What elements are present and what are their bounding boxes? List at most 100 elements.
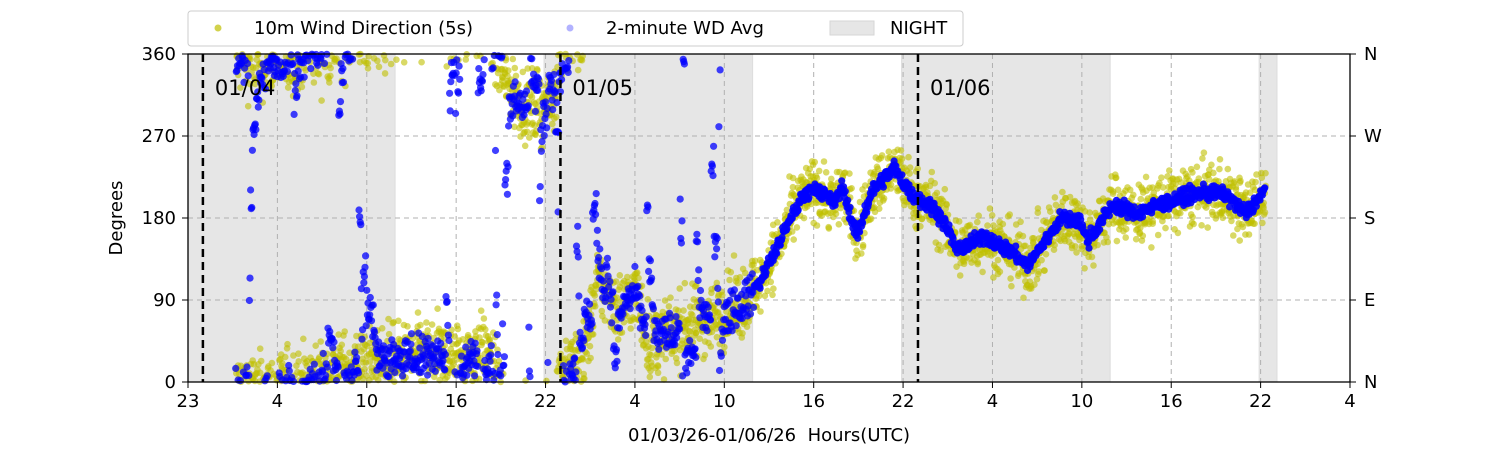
data-point-wind-direction	[591, 303, 599, 310]
data-point-wind-direction	[665, 303, 673, 310]
data-point-2min-avg	[694, 276, 702, 285]
data-point-wind-direction	[1122, 225, 1130, 233]
x-tick-label: 10	[1070, 391, 1093, 412]
data-point-2min-avg	[671, 341, 679, 349]
series-2min-avg	[232, 50, 1269, 386]
data-point-2min-avg	[859, 219, 867, 227]
data-point-2min-avg	[398, 372, 407, 380]
data-point-2min-avg	[320, 59, 329, 67]
data-point-2min-avg	[575, 292, 583, 300]
data-point-wind-direction	[680, 307, 687, 314]
data-point-wind-direction	[1126, 186, 1134, 194]
data-point-wind-direction	[885, 148, 893, 155]
data-point-wind-direction	[1035, 268, 1043, 275]
data-point-2min-avg	[525, 323, 533, 331]
data-point-2min-avg	[534, 86, 542, 94]
data-point-2min-avg	[714, 284, 722, 292]
data-point-wind-direction	[480, 315, 488, 322]
data-point-wind-direction	[1149, 184, 1156, 191]
data-point-wind-direction	[707, 343, 715, 350]
data-point-wind-direction	[1034, 205, 1042, 212]
data-point-wind-direction	[512, 72, 520, 80]
data-point-2min-avg	[536, 197, 544, 205]
data-point-wind-direction	[1150, 189, 1158, 197]
data-point-wind-direction	[364, 59, 372, 67]
data-point-wind-direction	[1051, 194, 1059, 201]
data-point-2min-avg	[856, 228, 864, 236]
data-point-wind-direction	[414, 309, 422, 316]
data-point-wind-direction	[614, 336, 622, 343]
data-point-wind-direction	[1066, 193, 1074, 201]
data-point-wind-direction	[1113, 237, 1121, 245]
data-point-2min-avg	[543, 104, 551, 112]
data-point-wind-direction	[660, 376, 668, 383]
data-point-wind-direction	[1189, 213, 1196, 221]
data-point-2min-avg	[615, 324, 624, 332]
data-point-wind-direction	[1231, 178, 1238, 185]
data-point-2min-avg	[339, 64, 347, 73]
data-point-2min-avg	[263, 372, 271, 380]
data-point-2min-avg	[475, 65, 483, 73]
data-point-wind-direction	[598, 307, 606, 315]
data-point-2min-avg	[879, 183, 888, 191]
data-point-2min-avg	[748, 270, 756, 278]
data-point-wind-direction	[774, 219, 781, 226]
data-point-wind-direction	[256, 345, 264, 353]
data-point-2min-avg	[655, 345, 663, 353]
data-point-2min-avg	[717, 352, 725, 360]
data-point-wind-direction	[574, 66, 582, 74]
data-point-wind-direction	[846, 170, 853, 177]
data-point-wind-direction	[1216, 165, 1223, 173]
data-point-2min-avg	[1105, 212, 1113, 220]
data-point-wind-direction	[673, 359, 681, 367]
data-point-2min-avg	[718, 336, 727, 344]
data-point-2min-avg	[846, 203, 854, 211]
data-point-2min-avg	[248, 203, 256, 212]
data-point-wind-direction	[1094, 241, 1101, 249]
data-point-wind-direction	[1090, 262, 1097, 269]
data-point-wind-direction	[878, 152, 886, 159]
data-point-2min-avg	[606, 303, 615, 311]
data-point-wind-direction	[1086, 216, 1094, 223]
data-point-wind-direction	[755, 292, 763, 300]
data-point-wind-direction	[751, 257, 759, 265]
data-point-2min-avg	[730, 286, 739, 294]
data-point-wind-direction	[1008, 282, 1015, 290]
data-point-wind-direction	[1158, 174, 1165, 181]
data-point-2min-avg	[452, 109, 460, 118]
data-point-wind-direction	[482, 326, 489, 333]
data-point-2min-avg	[243, 363, 251, 371]
data-point-wind-direction	[1059, 188, 1066, 196]
data-point-2min-avg	[666, 314, 674, 322]
data-point-wind-direction	[318, 97, 325, 104]
data-point-2min-avg	[285, 361, 293, 370]
data-point-2min-avg	[310, 360, 318, 368]
y-axis-label: Degrees	[106, 181, 127, 256]
data-point-wind-direction	[1156, 179, 1163, 187]
data-point-wind-direction	[1017, 218, 1024, 226]
data-point-2min-avg	[648, 274, 656, 282]
data-point-2min-avg	[445, 336, 453, 345]
y2-tick-label: N	[1364, 372, 1377, 393]
data-point-2min-avg	[619, 310, 627, 318]
data-point-wind-direction	[764, 287, 771, 295]
data-point-2min-avg	[361, 263, 369, 271]
data-point-2min-avg	[246, 274, 254, 282]
data-point-wind-direction	[244, 102, 252, 110]
data-point-2min-avg	[547, 76, 556, 85]
data-point-wind-direction	[783, 206, 791, 214]
data-point-wind-direction	[1210, 169, 1217, 177]
data-point-wind-direction	[848, 185, 855, 192]
data-point-2min-avg	[574, 253, 582, 261]
legend-label-wind-direction: 10m Wind Direction (5s)	[254, 18, 473, 39]
data-point-wind-direction	[366, 358, 374, 365]
data-point-2min-avg	[323, 363, 331, 371]
data-point-2min-avg	[573, 248, 581, 256]
data-point-wind-direction	[800, 214, 808, 222]
data-point-wind-direction	[279, 360, 286, 367]
data-point-2min-avg	[353, 353, 361, 362]
data-point-2min-avg	[421, 355, 429, 363]
data-point-wind-direction	[675, 307, 682, 315]
data-point-wind-direction	[315, 70, 323, 78]
